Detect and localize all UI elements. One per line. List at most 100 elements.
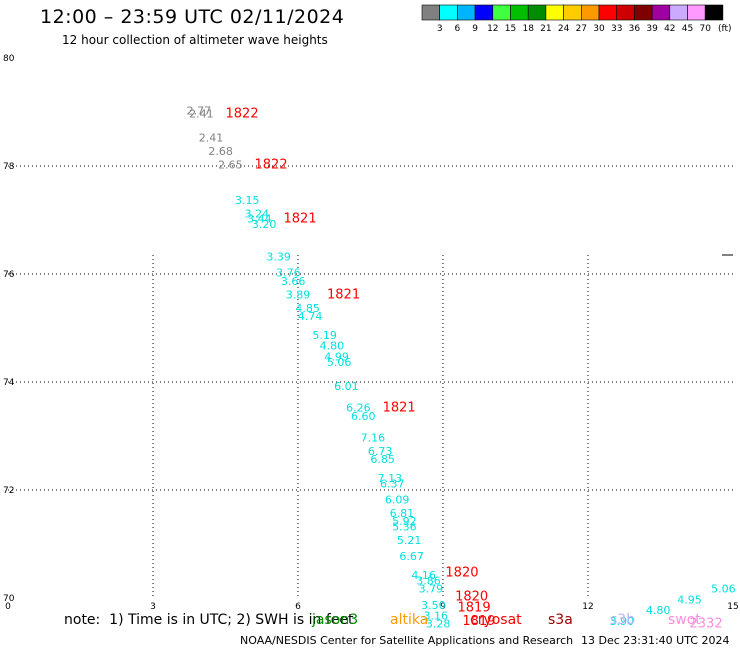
y-tick-label: 80 [3, 54, 15, 64]
data-point-label: 6.85 [370, 453, 395, 466]
data-point-label: 3.50 [421, 599, 446, 612]
legend-label: 30 [593, 24, 605, 34]
page-title: 12:00 – 23:59 UTC 02/11/2024 [40, 6, 345, 28]
data-point-label: 3.76 [276, 267, 301, 280]
satellite-swot: swot [668, 612, 701, 628]
data-point-label: 6.67 [399, 550, 424, 563]
data-point-label: 2.41 [199, 132, 224, 145]
pass-number-label: 1819 [462, 614, 495, 629]
y-tick-label: 74 [3, 378, 15, 388]
pass-number-label: 2332 [690, 617, 723, 632]
legend-swatch [598, 4, 618, 21]
legend-label: 39 [646, 24, 658, 34]
data-point-label: 3.79 [419, 583, 444, 596]
data-point-label: 3.44 [247, 213, 272, 226]
legend-label: 12 [487, 24, 498, 34]
data-point-label: 5.19 [312, 329, 337, 342]
legend-swatch [704, 4, 724, 21]
footer-timestamp: 13 Dec 23:31:40 UTC 2024 [581, 634, 730, 647]
data-point-label: 3.39 [266, 251, 291, 264]
data-point-label: 6.73 [368, 445, 393, 458]
x-tick-label: 9 [440, 602, 446, 612]
x-tick-label: 12 [582, 602, 593, 612]
data-point-label: 5.06 [711, 583, 736, 596]
satellite-s3b: s3b [610, 612, 636, 628]
satellite-altika: altika [390, 612, 429, 628]
data-point-label: 2.77 [187, 105, 212, 118]
legend-swatch [439, 4, 458, 21]
legend-label: 42 [664, 24, 675, 34]
data-point-label: 3.28 [426, 618, 451, 631]
legend-swatch [421, 4, 441, 21]
pass-number-label: 1822 [226, 106, 259, 121]
data-point-label: 4.74 [298, 310, 323, 323]
y-tick-label: 78 [3, 162, 15, 172]
legend-swatch [616, 4, 635, 21]
x-tick-label: 3 [150, 602, 156, 612]
pass-number-label: 1819 [458, 601, 491, 616]
legend-label: 27 [576, 24, 587, 34]
data-point-label: 3.16 [424, 610, 449, 623]
data-point-label: 5.92 [392, 515, 417, 528]
legend-swatch [545, 4, 564, 21]
data-point-label: 5.21 [397, 534, 422, 547]
pass-number-label: 1820 [445, 565, 478, 580]
pass-number-label: 1821 [284, 212, 317, 227]
data-point-label: 3.24 [245, 207, 270, 220]
data-point-label: 5.36 [392, 521, 417, 534]
data-point-label: 4.80 [646, 604, 671, 617]
legend-label: 21 [540, 24, 551, 34]
data-point-label: 2.68 [208, 145, 233, 158]
y-tick-label: 72 [3, 486, 14, 496]
legend-swatch [527, 4, 547, 21]
legend-swatch [651, 4, 671, 21]
pass-number-label: 1821 [383, 401, 416, 416]
x-tick-label: 0 [5, 602, 11, 612]
x-tick-label: 6 [295, 602, 301, 612]
data-point-label: 3.90 [610, 615, 635, 628]
data-point-label: 3.66 [281, 275, 306, 288]
legend-swatch [687, 4, 706, 21]
legend-swatch [669, 4, 688, 21]
legend-label: 70 [699, 24, 711, 34]
data-point-label: 5.06 [327, 356, 352, 369]
data-point-label: 6.60 [351, 410, 376, 423]
pass-number-label: 1821 [327, 287, 360, 302]
data-point-label: 3.89 [286, 288, 311, 301]
legend-label: 33 [611, 24, 622, 34]
legend-swatch [563, 4, 582, 21]
x-tick-label: 15 [727, 602, 738, 612]
y-tick-label: 70 [3, 594, 15, 604]
satellite-s3a: s3a [548, 612, 573, 628]
data-point-label: 7.13 [378, 472, 403, 485]
page-subtitle: 12 hour collection of altimeter wave hei… [62, 33, 328, 47]
data-point-label: 4.80 [320, 340, 345, 353]
legend-swatch [457, 4, 476, 21]
legend-label: 15 [505, 24, 516, 34]
data-point-label: 2.65 [218, 159, 243, 172]
note-text: note: 1) Time is in UTC; 2) SWH is in fe… [64, 612, 354, 628]
data-point-label: 7.16 [361, 431, 386, 444]
data-point-label: 3.86 [416, 575, 441, 588]
legend-swatch [580, 4, 600, 21]
data-point-label: 6.37 [380, 477, 405, 490]
data-point-label: 3.20 [252, 218, 277, 231]
data-point-label: 4.85 [295, 302, 320, 315]
legend-label: 45 [682, 24, 693, 34]
legend-unit: (ft) [718, 24, 732, 34]
legend-swatch [510, 4, 529, 21]
data-point-label: 6.09 [385, 494, 410, 507]
legend-label: 18 [522, 24, 534, 34]
data-point-label: 4.95 [677, 593, 702, 606]
legend-swatch [634, 4, 653, 21]
legend-label: 9 [472, 24, 478, 34]
legend-label: 24 [558, 24, 570, 34]
pass-number-label: 1820 [455, 590, 488, 605]
data-point-label: 6.26 [346, 402, 371, 415]
satellite-cryosat: cryosat [470, 612, 522, 628]
legend-label: 36 [629, 24, 641, 34]
data-point-label: 6.01 [334, 380, 359, 393]
y-tick-label: 76 [3, 270, 15, 280]
data-point-label: 4.99 [324, 350, 349, 363]
